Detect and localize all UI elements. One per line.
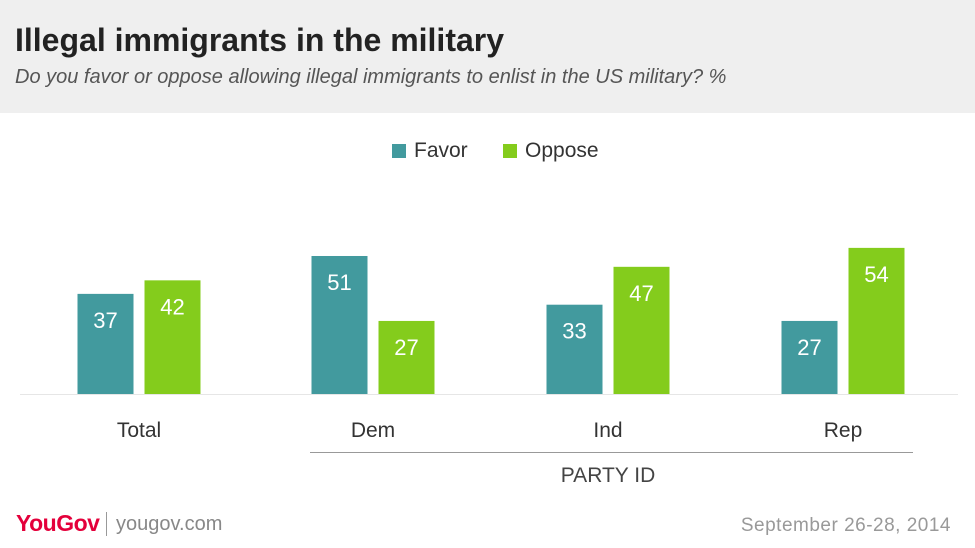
bar-favor-dem	[311, 255, 368, 394]
legend-swatch-favor	[392, 144, 406, 158]
bar-favor-rep	[781, 320, 838, 394]
category-label-dem: Dem	[351, 419, 395, 442]
data-label-favor-rep: 27	[797, 335, 821, 360]
bar-favor-total	[77, 293, 134, 394]
legend-label-oppose: Oppose	[525, 139, 599, 162]
legend-item-favor: Favor	[392, 139, 468, 163]
bar-oppose-total	[144, 280, 201, 394]
category-label-rep: Rep	[824, 419, 863, 442]
data-label-oppose-ind: 47	[629, 281, 653, 306]
chart-subtitle: Do you favor or oppose allowing illegal …	[15, 66, 727, 88]
header: Illegal immigrants in the military Do yo…	[0, 0, 975, 113]
data-label-favor-dem: 51	[327, 270, 351, 295]
data-label-oppose-total: 42	[160, 294, 184, 319]
bar-oppose-dem	[378, 320, 435, 394]
data-label-favor-total: 37	[93, 308, 117, 333]
group-label-party-id: PARTY ID	[561, 464, 656, 487]
bar-oppose-ind	[613, 266, 670, 394]
category-label-total: Total	[117, 419, 161, 442]
yougov-logo: YouGov	[16, 510, 100, 536]
footer-url: yougov.com	[116, 513, 223, 535]
survey-date: September 26-28, 2014	[740, 515, 951, 536]
data-label-oppose-dem: 27	[394, 335, 418, 360]
data-label-favor-ind: 33	[562, 319, 586, 344]
legend-item-oppose: Oppose	[503, 139, 599, 163]
category-label-ind: Ind	[593, 419, 622, 442]
legend-label-favor: Favor	[414, 139, 468, 162]
data-label-oppose-rep: 54	[864, 262, 888, 287]
legend: Favor Oppose	[0, 139, 975, 165]
chart-title: Illegal immigrants in the military	[15, 22, 505, 58]
footer-divider	[106, 512, 107, 536]
bar-favor-ind	[546, 304, 603, 394]
bar-oppose-rep	[848, 247, 905, 394]
legend-swatch-oppose	[503, 144, 517, 158]
